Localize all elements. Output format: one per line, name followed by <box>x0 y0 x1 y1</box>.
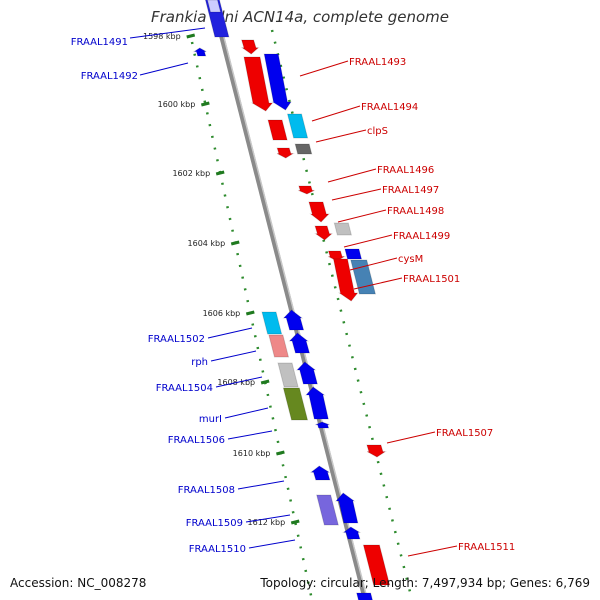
gene-block <box>261 311 283 335</box>
gene-arrow <box>298 185 315 195</box>
gene-label: FRAAL1511 <box>458 542 515 553</box>
accession-text: Accession: NC_008278 <box>10 576 147 590</box>
gene-label: rph <box>191 357 208 368</box>
gene-block <box>286 113 309 139</box>
tick-mark <box>230 240 240 246</box>
gene-arrow <box>309 465 331 481</box>
gene-block <box>282 387 309 421</box>
gene-label: FRAAL1496 <box>377 165 434 176</box>
gene-arrow <box>276 147 295 159</box>
label-leader <box>299 60 349 77</box>
gene-block <box>294 143 313 155</box>
gene-label: FRAAL1497 <box>382 185 439 196</box>
gene-arrow <box>334 492 359 524</box>
gene-arrow <box>366 444 387 458</box>
tick-label: 1602 kbp <box>172 169 210 178</box>
label-leader <box>227 430 273 440</box>
gene-label: murI <box>199 414 222 425</box>
gene-arrow <box>192 47 207 57</box>
gene-block <box>316 494 339 526</box>
label-leader <box>349 257 398 271</box>
label-leader <box>207 327 253 339</box>
tick-mark <box>260 379 270 385</box>
gene-label: FRAAL1510 <box>189 544 246 555</box>
gene-block <box>333 222 353 236</box>
gene-label: FRAAL1504 <box>156 383 213 394</box>
label-leader <box>210 350 257 362</box>
gene-arrow <box>342 526 362 540</box>
label-leader <box>327 168 377 183</box>
gene-arrow <box>240 39 260 55</box>
tick-mark <box>200 101 210 107</box>
gene-arrow <box>314 225 334 241</box>
gene-label: FRAAL1501 <box>403 274 460 285</box>
gene-label: FRAAL1502 <box>148 334 205 345</box>
label-leader <box>353 277 403 290</box>
genome-summary-text: Topology: circular; Length: 7,497,934 bp… <box>260 576 590 590</box>
labels: FRAAL1491 FRAAL1492 FRAAL1502 rph FRAAL1504 m… <box>71 37 516 555</box>
label-leader <box>129 27 206 39</box>
tick-label: 1610 kbp <box>233 449 271 458</box>
label-leader <box>337 209 387 223</box>
label-leader <box>311 105 361 122</box>
label-leader <box>248 539 296 549</box>
label-leader <box>139 62 189 76</box>
gene-arrow <box>327 250 347 262</box>
label-leader <box>315 129 367 143</box>
gene-block <box>362 544 391 586</box>
gene-label: clpS <box>367 126 388 137</box>
gene-arrow <box>305 386 329 420</box>
gene-arrow <box>282 309 305 331</box>
gene-label: FRAAL1507 <box>436 428 493 439</box>
gene-block <box>344 248 363 260</box>
leaders <box>129 27 458 557</box>
tick-label: 1600 kbp <box>158 100 196 109</box>
gene-arrow <box>315 421 330 429</box>
gene-label: FRAAL1508 <box>178 485 235 496</box>
gene-label: FRAAL1491 <box>71 37 128 48</box>
gene-arrow <box>263 53 292 111</box>
gene-arrow <box>295 361 319 385</box>
gene-block <box>356 592 373 600</box>
tick-label: 1604 kbp <box>188 239 226 248</box>
gene-label: FRAAL1492 <box>81 71 138 82</box>
gene-label: FRAAL1499 <box>393 231 450 242</box>
gene-block <box>206 0 222 13</box>
gene-arrow <box>243 56 274 112</box>
gene-label: cysM <box>398 254 423 265</box>
label-leader <box>215 376 263 388</box>
gene-arrow <box>332 258 359 302</box>
gene-arrow <box>288 332 311 354</box>
tick-mark <box>276 450 285 456</box>
gene-block <box>268 334 290 358</box>
tick-label: 1606 kbp <box>203 309 241 318</box>
label-leader <box>386 431 436 444</box>
gene-block <box>267 119 288 141</box>
tick-mark <box>215 170 225 176</box>
label-leader <box>407 545 458 557</box>
gene-label: FRAAL1506 <box>168 435 225 446</box>
tick-mark <box>290 519 300 525</box>
label-leader <box>343 234 393 248</box>
map-title: Frankia alni ACN14a, complete genome <box>151 8 449 26</box>
gene-label: FRAAL1498 <box>387 206 444 217</box>
tick-label: 1612 kbp <box>248 518 286 527</box>
gene-label: FRAAL1509 <box>186 518 243 529</box>
gene-arrow <box>308 201 330 223</box>
features <box>192 0 391 600</box>
gene-label: FRAAL1494 <box>361 102 418 113</box>
gene-label: FRAAL1493 <box>349 57 406 68</box>
tick-mark <box>186 33 196 39</box>
label-leader <box>224 407 269 419</box>
tick-mark <box>245 310 255 316</box>
gene-block <box>277 362 299 388</box>
tick-label: 1598 kbp <box>143 32 181 41</box>
label-leader <box>245 514 291 523</box>
label-leader <box>237 480 285 490</box>
label-leader <box>331 188 382 201</box>
